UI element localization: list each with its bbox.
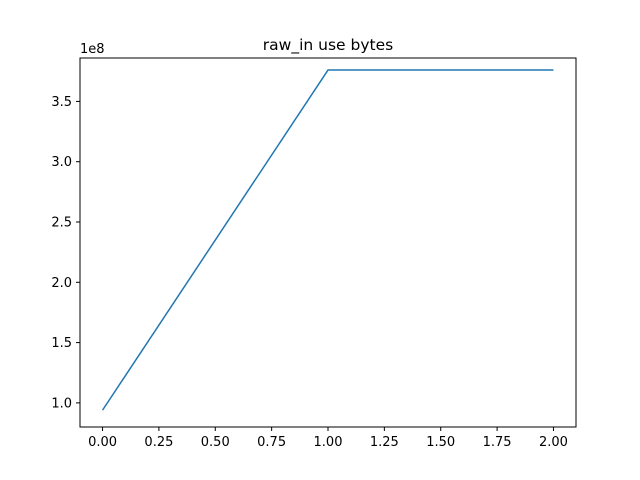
x-tick-label: 0.50 [201, 435, 230, 450]
x-tick-label: 1.75 [483, 435, 512, 450]
x-tick-label: 1.50 [426, 435, 455, 450]
x-tick-label: 0.25 [144, 435, 173, 450]
y-tick-label: 3.0 [51, 155, 72, 170]
plot-frame [79, 57, 577, 428]
chart-title: raw_in use bytes [263, 36, 393, 55]
y-tick-label: 2.5 [51, 216, 72, 231]
y-tick-label: 1.5 [51, 336, 72, 351]
y-tick-label: 2.0 [51, 276, 72, 291]
series-line [101, 69, 554, 411]
x-tick-label: 1.00 [314, 435, 343, 450]
x-tick-label: 1.25 [370, 435, 399, 450]
y-tick-label: 3.5 [51, 95, 72, 110]
plot-area: 0.00 0.25 0.50 0.75 1.00 1.25 1.50 1.75 2.00 1.0 1… [51, 69, 568, 450]
y-axis-offset-label: 1e8 [80, 42, 105, 57]
x-tick-label: 2.00 [539, 435, 568, 450]
x-tick-label: 0.00 [88, 435, 117, 450]
y-tick-label: 1.0 [51, 396, 72, 411]
x-tick-label: 0.75 [257, 435, 286, 450]
